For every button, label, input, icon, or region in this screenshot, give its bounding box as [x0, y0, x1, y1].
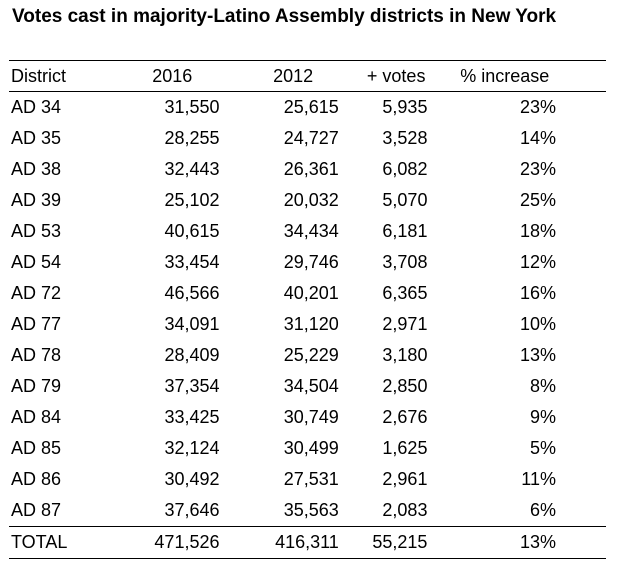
table-row: AD 85 32,124 30,499 1,625 5% — [9, 433, 606, 464]
cell-plus-votes: 3,708 — [382, 252, 428, 272]
cell-plus-votes: 3,528 — [382, 128, 428, 148]
cell-plus-votes: 2,961 — [382, 469, 428, 489]
cell-plus-votes: 2,850 — [382, 376, 428, 396]
table-title: Votes cast in majority-Latino Assembly d… — [12, 6, 557, 27]
cell-plus-votes: 2,083 — [382, 500, 428, 520]
cell-2012: 20,032 — [283, 190, 339, 210]
table-row: AD 72 46,566 40,201 6,365 16% — [9, 278, 606, 309]
cell-district: AD 34 — [11, 97, 62, 117]
cell-district: AD 53 — [11, 221, 62, 241]
cell-plus-votes: 5,935 — [382, 97, 428, 117]
cell-2016: 25,102 — [164, 190, 220, 210]
table-row: AD 39 25,102 20,032 5,070 25% — [9, 185, 606, 216]
total-2012: 416,311 — [275, 532, 339, 552]
cell-plus-votes: 2,676 — [382, 407, 428, 427]
column-header-plus-votes: + votes — [366, 65, 426, 86]
table-row: AD 87 37,646 35,563 2,083 6% — [9, 495, 606, 527]
votes-table: District 2016 2012 + votes % increase AD… — [9, 60, 606, 559]
cell-2016: 40,615 — [164, 221, 220, 241]
cell-2012: 29,746 — [283, 252, 339, 272]
cell-pct-increase: 18% — [519, 221, 556, 241]
cell-2012: 35,563 — [283, 500, 339, 520]
cell-2016: 32,443 — [164, 159, 220, 179]
cell-plus-votes: 1,625 — [382, 438, 428, 458]
cell-2012: 34,434 — [283, 221, 339, 241]
table-row: AD 77 34,091 31,120 2,971 10% — [9, 309, 606, 340]
cell-plus-votes: 3,180 — [382, 345, 428, 365]
cell-district: AD 38 — [11, 159, 62, 179]
cell-plus-votes: 5,070 — [382, 190, 428, 210]
table-row: AD 53 40,615 34,434 6,181 18% — [9, 216, 606, 247]
cell-2012: 34,504 — [283, 376, 339, 396]
cell-2016: 37,646 — [164, 500, 220, 520]
cell-district: AD 77 — [11, 314, 62, 334]
total-plus-votes: 55,215 — [372, 532, 428, 552]
cell-2012: 30,499 — [283, 438, 339, 458]
cell-pct-increase: 25% — [519, 190, 556, 210]
total-pct-increase: 13% — [519, 532, 556, 552]
cell-2012: 27,531 — [283, 469, 339, 489]
cell-district: AD 72 — [11, 283, 62, 303]
cell-2016: 37,354 — [164, 376, 220, 396]
table-row: AD 34 31,550 25,615 5,935 23% — [9, 92, 606, 124]
column-header-pct-increase: % increase — [460, 65, 550, 86]
cell-2012: 26,361 — [283, 159, 339, 179]
cell-pct-increase: 23% — [519, 159, 556, 179]
cell-district: AD 86 — [11, 469, 62, 489]
table-row: AD 78 28,409 25,229 3,180 13% — [9, 340, 606, 371]
cell-2016: 28,409 — [164, 345, 220, 365]
cell-2016: 32,124 — [164, 438, 220, 458]
cell-2012: 24,727 — [283, 128, 339, 148]
table-row: AD 38 32,443 26,361 6,082 23% — [9, 154, 606, 185]
cell-2012: 40,201 — [283, 283, 339, 303]
cell-pct-increase: 8% — [529, 376, 556, 396]
table-row: AD 79 37,354 34,504 2,850 8% — [9, 371, 606, 402]
total-row: TOTAL 471,526 416,311 55,215 13% — [9, 526, 606, 559]
cell-pct-increase: 13% — [519, 345, 556, 365]
cell-2012: 30,749 — [283, 407, 339, 427]
table-row: AD 35 28,255 24,727 3,528 14% — [9, 123, 606, 154]
cell-pct-increase: 10% — [519, 314, 556, 334]
column-header-2016: 2016 — [152, 65, 193, 86]
table-row: AD 54 33,454 29,746 3,708 12% — [9, 247, 606, 278]
cell-2016: 28,255 — [164, 128, 220, 148]
cell-district: AD 78 — [11, 345, 62, 365]
cell-2016: 31,550 — [164, 97, 220, 117]
cell-district: AD 35 — [11, 128, 62, 148]
cell-district: AD 85 — [11, 438, 62, 458]
table-body: AD 34 31,550 25,615 5,935 23% AD 35 28,255 24,7… — [9, 92, 606, 527]
cell-2016: 33,425 — [164, 407, 220, 427]
table-row: AD 86 30,492 27,531 2,961 11% — [9, 464, 606, 495]
cell-plus-votes: 6,181 — [382, 221, 428, 241]
cell-2016: 34,091 — [164, 314, 220, 334]
cell-2012: 25,615 — [283, 97, 339, 117]
header-row: District 2016 2012 + votes % increase — [9, 60, 606, 92]
cell-pct-increase: 5% — [529, 438, 556, 458]
cell-plus-votes: 6,082 — [382, 159, 428, 179]
table-row: AD 84 33,425 30,749 2,676 9% — [9, 402, 606, 433]
cell-pct-increase: 9% — [529, 407, 556, 427]
cell-district: AD 79 — [11, 376, 62, 396]
total-2016: 471,526 — [154, 532, 220, 552]
column-header-district: District — [11, 65, 66, 86]
cell-district: AD 54 — [11, 252, 62, 272]
cell-pct-increase: 12% — [519, 252, 556, 272]
cell-pct-increase: 11% — [521, 469, 556, 489]
cell-pct-increase: 16% — [519, 283, 556, 303]
cell-plus-votes: 2,971 — [382, 314, 428, 334]
cell-2016: 30,492 — [164, 469, 220, 489]
cell-2012: 31,120 — [283, 314, 339, 334]
cell-pct-increase: 23% — [519, 97, 556, 117]
column-header-2012: 2012 — [273, 65, 314, 86]
cell-plus-votes: 6,365 — [382, 283, 428, 303]
cell-2012: 25,229 — [283, 345, 339, 365]
cell-2016: 46,566 — [164, 283, 220, 303]
cell-2016: 33,454 — [164, 252, 220, 272]
total-label: TOTAL — [11, 532, 68, 552]
cell-district: AD 84 — [11, 407, 62, 427]
cell-district: AD 39 — [11, 190, 62, 210]
cell-pct-increase: 14% — [519, 128, 556, 148]
cell-pct-increase: 6% — [529, 500, 556, 520]
cell-district: AD 87 — [11, 500, 62, 520]
